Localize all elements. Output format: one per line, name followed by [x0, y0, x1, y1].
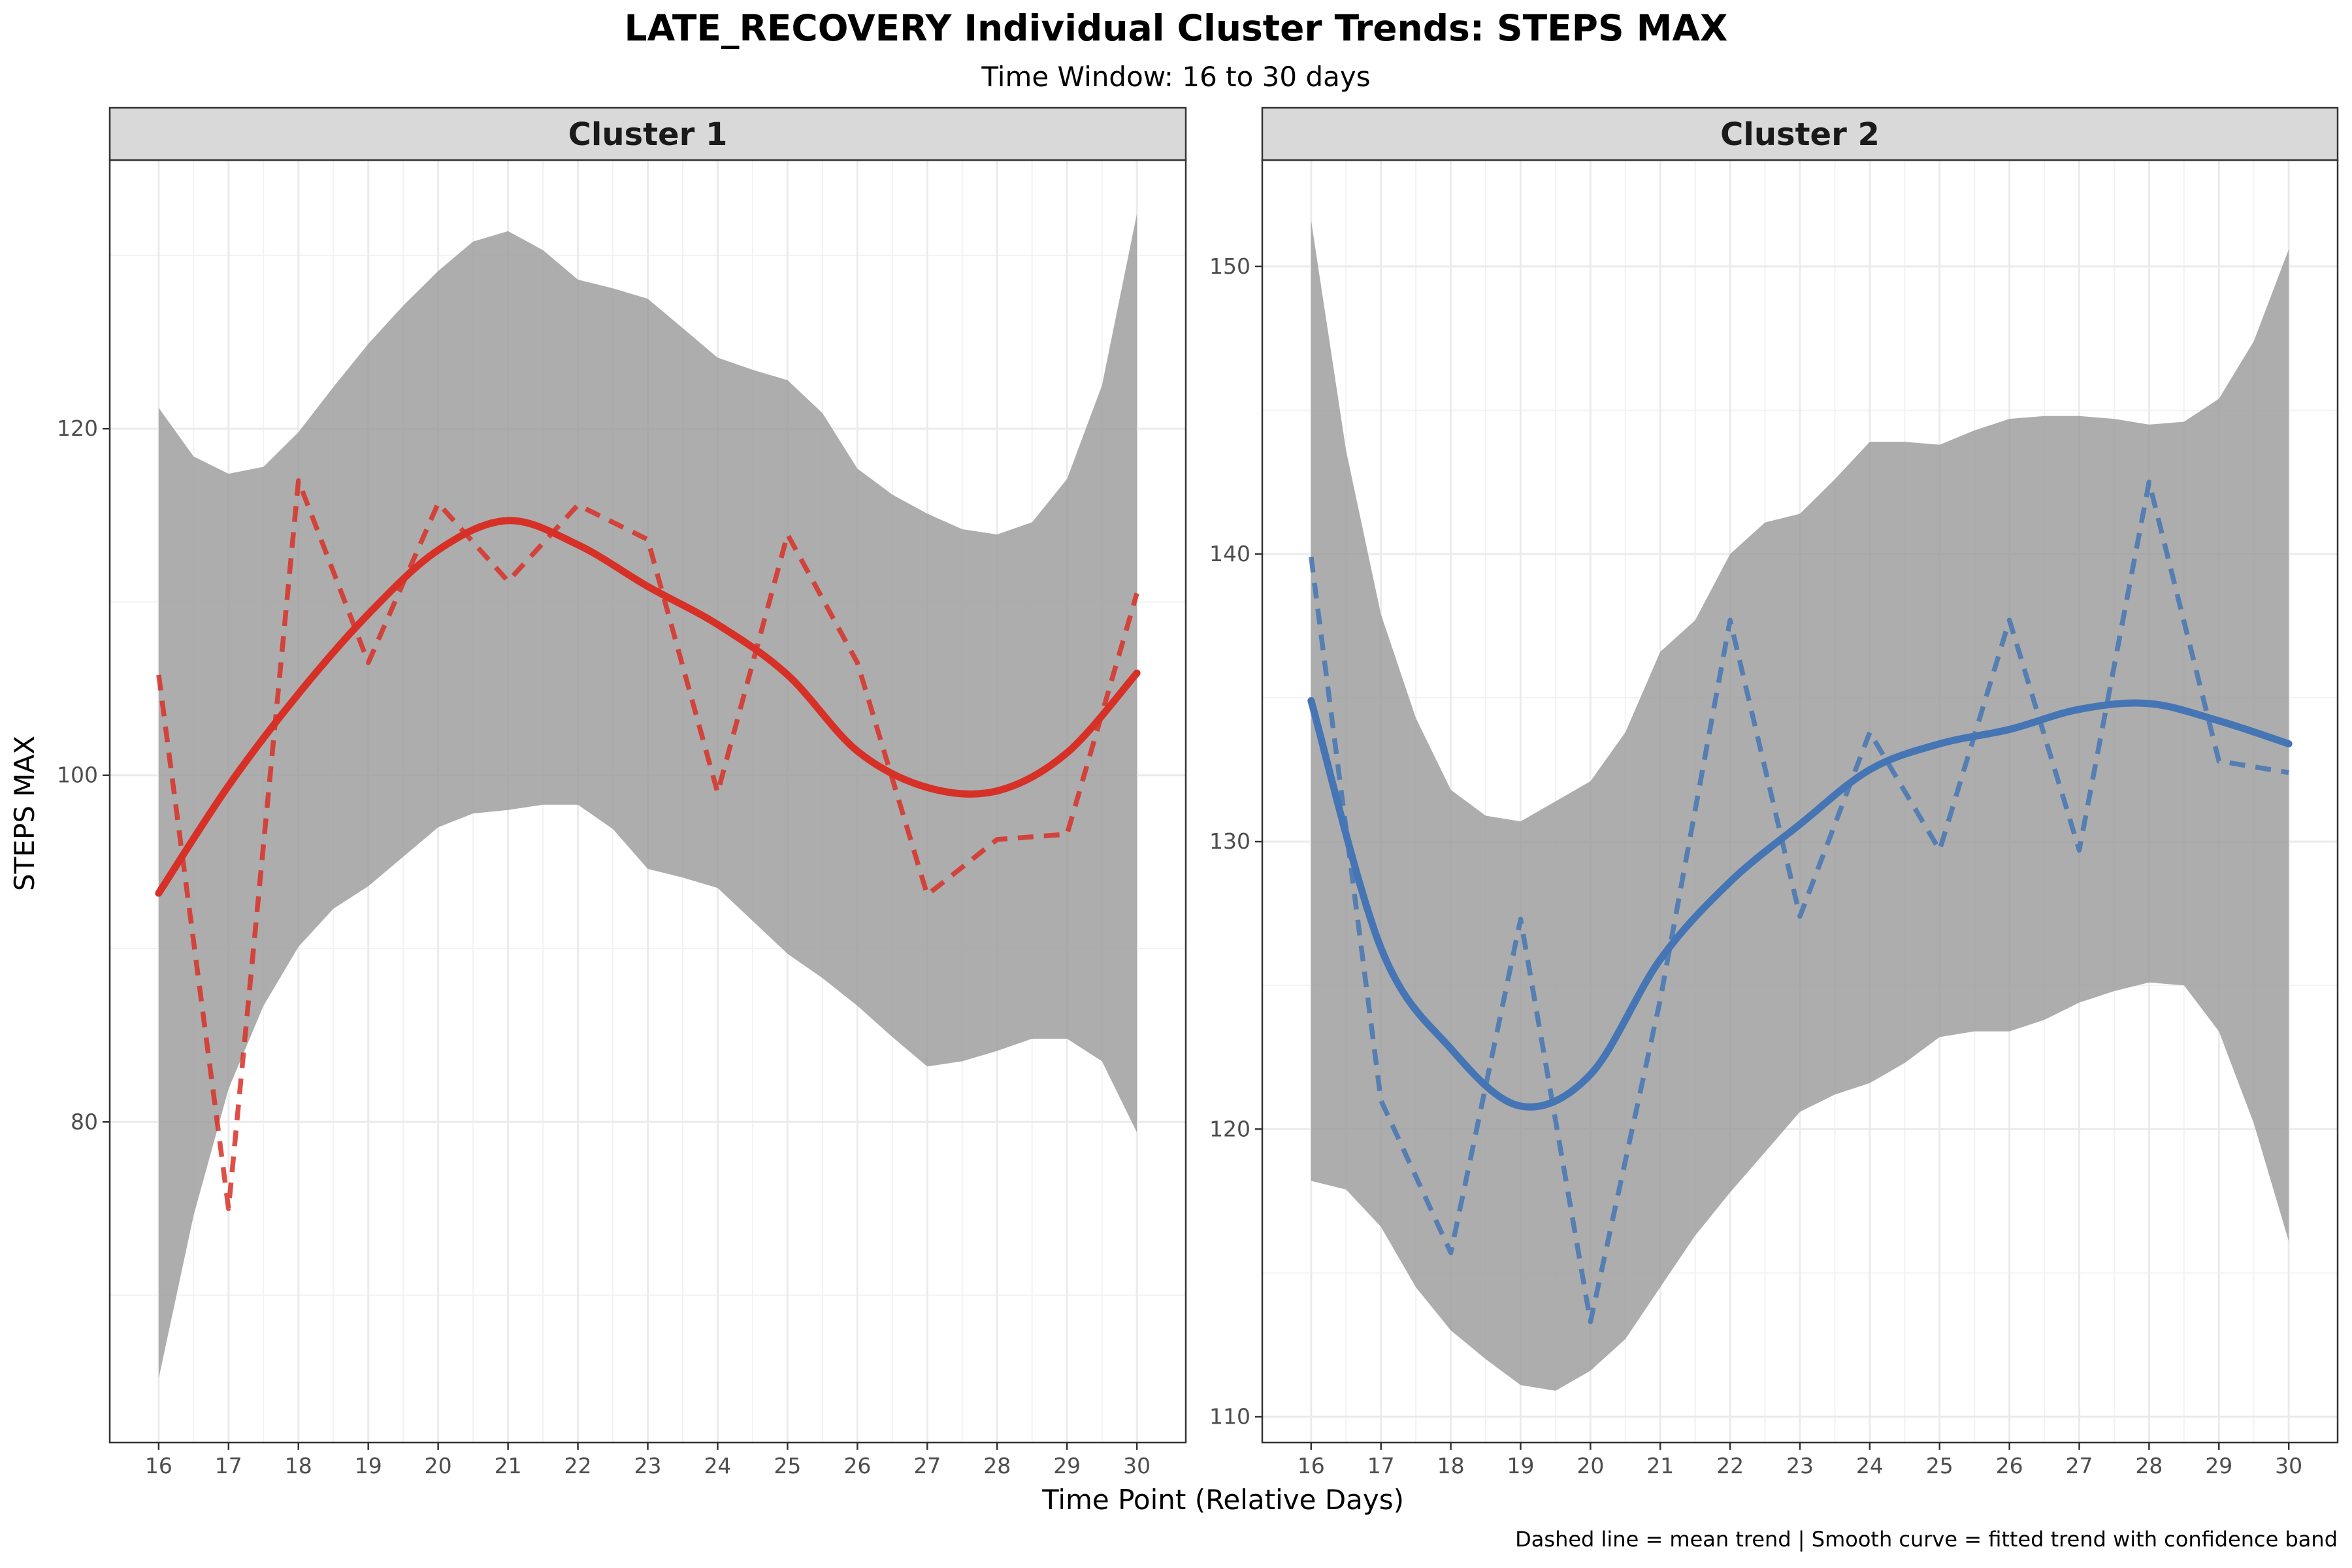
confidence-band: [158, 214, 1137, 1379]
x-tick-label: 21: [1646, 1453, 1674, 1478]
mean-trend-line: [156, 478, 1139, 1211]
x-tick-label: 25: [1926, 1453, 1953, 1478]
x-tick-label: 23: [1786, 1453, 1814, 1478]
y-tick-label: 110: [1209, 1403, 1250, 1429]
x-tick-label: 25: [774, 1453, 801, 1478]
chart-title: LATE_RECOVERY Individual Cluster Trends:…: [625, 7, 1728, 49]
x-tick-label: 29: [2205, 1453, 2232, 1478]
x-axis-title: Time Point (Relative Days): [1041, 1484, 1404, 1516]
x-tick-label: 27: [913, 1453, 941, 1478]
facet-strip-label: Cluster 1: [568, 116, 728, 153]
chart-subtitle: Time Window: 16 to 30 days: [981, 61, 1370, 93]
y-tick-label: 100: [57, 762, 98, 788]
x-tick-label: 21: [495, 1453, 522, 1478]
x-tick-label: 22: [564, 1453, 592, 1478]
x-tick-label: 18: [1437, 1453, 1465, 1478]
x-tick-label: 19: [355, 1453, 382, 1478]
fitted-trend-curve: [155, 517, 1141, 897]
y-tick-label: 120: [57, 416, 98, 441]
facet-strip: [1261, 106, 2339, 161]
x-tick-label: 26: [843, 1453, 871, 1478]
panel-cluster-2: Cluster 2 110 120 130 140 150 16 17 18 19 20 21 22 23…: [1209, 106, 2339, 1478]
x-tick-label: 18: [285, 1453, 312, 1478]
x-tick-label: 20: [425, 1453, 452, 1478]
chart-caption: Dashed line = mean trend | Smooth curve …: [1515, 1527, 2338, 1552]
x-tick-label: 17: [215, 1453, 242, 1478]
facet-strip-label: Cluster 2: [1720, 116, 1880, 153]
x-tick-label: 27: [2066, 1453, 2093, 1478]
x-tick-label: 22: [1716, 1453, 1744, 1478]
x-tick-label: 20: [1576, 1453, 1604, 1478]
mean-trend-line: [1309, 480, 2289, 1324]
x-tick-label: 26: [1996, 1453, 2023, 1478]
x-tick-label: 24: [1856, 1453, 1884, 1478]
y-tick-label: 140: [1209, 541, 1250, 566]
x-tick-label: 28: [2135, 1453, 2163, 1478]
y-axis-title: STEPS MAX: [8, 736, 41, 891]
x-tick-label: 28: [983, 1453, 1011, 1478]
facet-strip: [108, 106, 1187, 161]
x-tick-label: 30: [2275, 1453, 2302, 1478]
x-tick-label: 16: [145, 1453, 172, 1478]
x-tick-label: 19: [1507, 1453, 1534, 1478]
x-tick-label: 17: [1367, 1453, 1395, 1478]
y-tick-label: 80: [71, 1109, 98, 1134]
x-tick-label: 30: [1123, 1453, 1151, 1478]
y-tick-label: 150: [1209, 253, 1250, 279]
x-tick-label: 24: [704, 1453, 731, 1478]
x-tick-label: 29: [1053, 1453, 1081, 1478]
fitted-trend-curve: [1307, 697, 2293, 1111]
x-tick-label: 23: [634, 1453, 662, 1478]
y-tick-label: 130: [1209, 828, 1250, 854]
panel-cluster-1: Cluster 1 80 100 120 16 17 18 19 20 21 22 23 24 25 26 2…: [57, 106, 1187, 1478]
x-tick-label: 16: [1298, 1453, 1325, 1478]
y-tick-label: 120: [1209, 1116, 1250, 1141]
